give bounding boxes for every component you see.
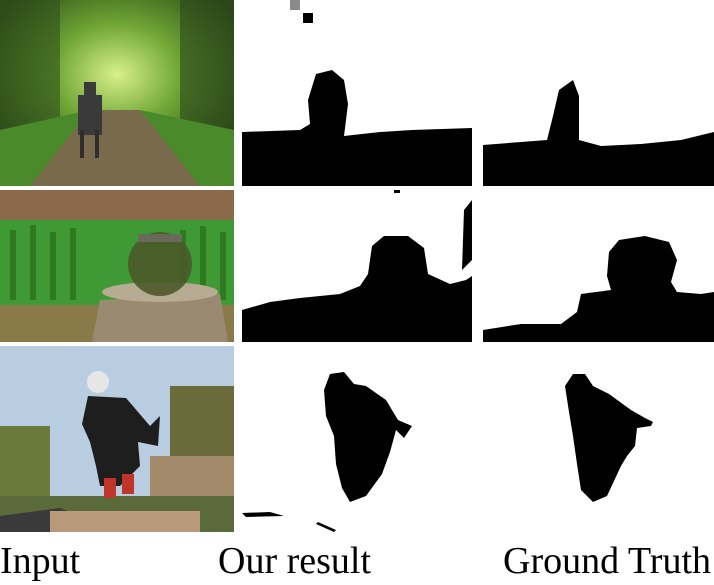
caption-input: Input — [0, 540, 81, 582]
fishbowl-stump-image — [0, 190, 234, 342]
row1-ground-truth-mask — [481, 0, 714, 186]
row3-gt-mask-svg — [481, 346, 714, 532]
row2-input-photo — [0, 190, 234, 342]
dog-forest-image — [0, 0, 234, 186]
row1-our-result-mask — [240, 0, 472, 186]
caption-ground-truth: Ground Truth — [503, 540, 711, 582]
row1-gt-mask-svg — [481, 0, 714, 186]
row2-ground-truth-mask — [481, 190, 714, 342]
row3-input-photo — [0, 346, 234, 532]
row2-our-result-mask — [240, 190, 472, 342]
row2-result-mask-svg — [240, 190, 472, 342]
skateboarder-image — [0, 346, 234, 532]
row3-result-mask-svg — [240, 346, 472, 532]
row1-input-photo — [0, 0, 234, 186]
row2-gt-mask-svg — [481, 190, 714, 342]
row3-ground-truth-mask — [481, 346, 714, 532]
row3-our-result-mask — [240, 346, 472, 532]
caption-our-result: Our result — [218, 540, 372, 582]
row1-result-mask-svg — [240, 0, 472, 186]
